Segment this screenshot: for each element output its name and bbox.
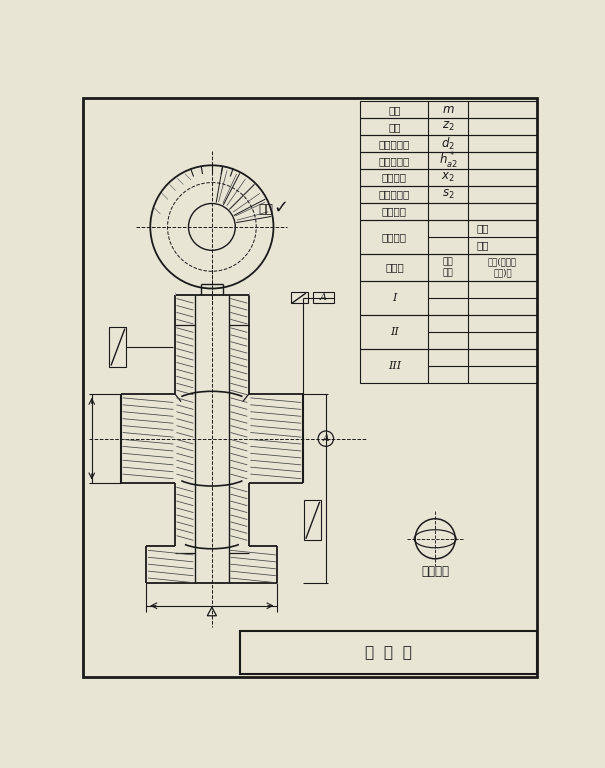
- Bar: [240, 631, 537, 674]
- Bar: [361, 169, 537, 186]
- Bar: [313, 293, 335, 303]
- Text: $d_2$: $d_2$: [441, 136, 455, 152]
- Bar: [361, 118, 537, 135]
- Bar: [361, 186, 537, 203]
- Text: $z_2$: $z_2$: [442, 121, 454, 134]
- Text: 分度圆齿厚: 分度圆齿厚: [379, 190, 410, 200]
- Bar: [304, 500, 321, 541]
- Text: 公差(或极限
偏差)值: 公差(或极限 偏差)值: [488, 258, 517, 277]
- Bar: [361, 152, 537, 169]
- Bar: [291, 293, 308, 303]
- Text: 分度圆直径: 分度圆直径: [379, 139, 410, 149]
- Text: 模数: 模数: [388, 105, 401, 115]
- Text: $x_2$: $x_2$: [442, 171, 455, 184]
- Text: 变位系数: 变位系数: [382, 173, 407, 183]
- Bar: [361, 203, 537, 220]
- Text: ✓: ✓: [273, 199, 289, 217]
- Bar: [361, 315, 537, 349]
- Text: 检验
项目: 检验 项目: [443, 258, 454, 277]
- Text: 配对蜗杆: 配对蜗杆: [382, 232, 407, 242]
- Text: 齿数: 齿数: [476, 240, 489, 250]
- Bar: [361, 220, 537, 254]
- Text: $s_2$: $s_2$: [442, 188, 454, 201]
- Text: 标  题  栏: 标 题 栏: [365, 645, 412, 660]
- Bar: [361, 101, 537, 118]
- Text: $h_{a2}^*$: $h_{a2}^*$: [439, 151, 458, 170]
- Text: A: A: [320, 293, 327, 303]
- Text: A: A: [322, 434, 329, 443]
- Text: 其余: 其余: [258, 204, 273, 217]
- Bar: [361, 135, 537, 152]
- Bar: [110, 327, 126, 367]
- Bar: [361, 254, 537, 281]
- Text: 图号: 图号: [476, 223, 489, 233]
- Bar: [361, 281, 537, 315]
- Text: II: II: [390, 327, 399, 337]
- Bar: [361, 349, 537, 382]
- Text: 齿数: 齿数: [388, 122, 401, 132]
- Text: I: I: [392, 293, 396, 303]
- Text: 精度等级: 精度等级: [382, 207, 407, 217]
- Text: 技术要求: 技术要求: [421, 564, 449, 578]
- Text: 公差组: 公差组: [385, 263, 404, 273]
- Text: 齿顶高系数: 齿顶高系数: [379, 156, 410, 166]
- Text: III: III: [388, 361, 401, 371]
- Text: $m$: $m$: [442, 104, 454, 117]
